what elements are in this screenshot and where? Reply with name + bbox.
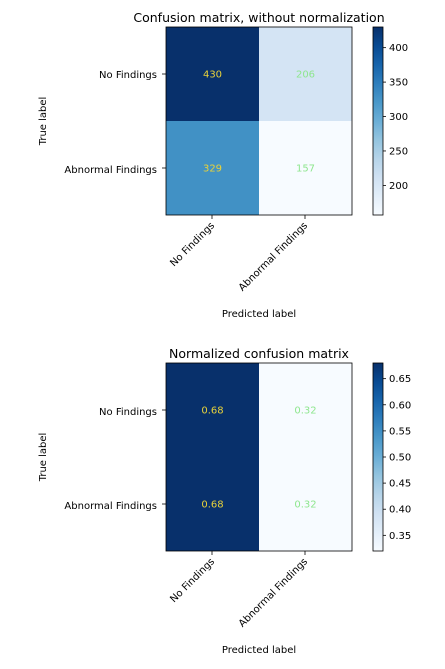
- chart-2-cell: [259, 363, 352, 457]
- chart-2-colorbar-tick-label: 0.45: [389, 479, 411, 490]
- chart-1-colorbar-tick-label: 300: [389, 112, 408, 123]
- chart-1-cell-label: 430: [203, 70, 222, 81]
- chart-2-cell-label: 0.68: [201, 406, 223, 417]
- chart-2-colorbar-tick-label: 0.55: [389, 426, 411, 437]
- chart-1-cell: [259, 121, 352, 215]
- chart-2-cell-label: 0.32: [294, 406, 316, 417]
- chart-2-ytick-label: No Findings: [99, 407, 157, 418]
- chart-2-colorbar-tick-label: 0.40: [389, 505, 411, 516]
- chart-1-cell: [166, 27, 259, 121]
- chart-1-xtick-label: No Findings: [168, 220, 217, 269]
- chart-1: Confusion matrix, without normalization …: [38, 10, 408, 320]
- chart-1-colorbar-ticks: 400 350 300 250 200: [383, 43, 408, 192]
- chart-2-colorbar: [372, 362, 384, 552]
- chart-2: Normalized confusion matrix 0.68 0.320.68…: [38, 346, 411, 656]
- chart-1-ylabel: True label: [38, 97, 49, 147]
- chart-1-cell: [166, 121, 259, 215]
- chart-2-xtick-label: Abnormal Findings: [237, 556, 310, 629]
- chart-2-colorbar-tick-label: 0.65: [389, 374, 411, 385]
- chart-1-xlabel: Predicted label: [222, 309, 296, 320]
- chart-1-cell-label: 329: [203, 164, 222, 175]
- chart-1-cell: [259, 27, 352, 121]
- chart-1-colorbar: [372, 26, 384, 216]
- chart-2-colorbar-tick-label: 0.35: [389, 531, 411, 542]
- chart-2-cell: [166, 363, 259, 457]
- chart-2-colorbar-ticks: 0.65 0.60 0.55 0.50 0.45 0.40 0.35: [383, 374, 411, 542]
- chart-2-colorbar-tick-label: 0.50: [389, 453, 411, 464]
- chart-2-cell: [259, 457, 352, 551]
- chart-1-title: Confusion matrix, without normalization: [133, 10, 384, 25]
- chart-1-ytick-label: Abnormal Findings: [64, 165, 157, 176]
- chart-1-plot-frame: [165, 26, 353, 216]
- chart-2-title: Normalized confusion matrix: [169, 346, 349, 361]
- chart-1-colorbar-tick-label: 400: [389, 43, 408, 54]
- chart-1-cell-label: 206: [296, 70, 315, 81]
- chart-1-colorbar-tick-label: 250: [389, 146, 408, 157]
- chart-2-xlabel: Predicted label: [222, 645, 296, 656]
- chart-2-plot-frame: [165, 362, 353, 552]
- chart-1-cells: 430 206 329 157: [166, 27, 352, 215]
- chart-2-cell: [166, 457, 259, 551]
- chart-2-cells: 0.68 0.32 0.68 0.32: [166, 363, 352, 551]
- chart-1-cell-label: 157: [296, 164, 315, 175]
- chart-1-xtick-label: Abnormal Findings: [237, 220, 310, 293]
- chart-2-xtick-label: No Findings: [168, 556, 217, 605]
- chart-1-ytick-label: No Findings: [99, 70, 157, 81]
- chart-2-ylabel: True label: [38, 433, 49, 483]
- chart-2-colorbar-tick-label: 0.60: [389, 400, 411, 411]
- chart-1-colorbar-tick-label: 350: [389, 78, 408, 89]
- chart-2-cell-label: 0.32: [294, 500, 316, 511]
- chart-2-ytick-label: Abnormal Findings: [64, 501, 157, 512]
- chart-2-cell-label: 0.68: [201, 500, 223, 511]
- chart-1-colorbar-tick-label: 200: [389, 181, 408, 192]
